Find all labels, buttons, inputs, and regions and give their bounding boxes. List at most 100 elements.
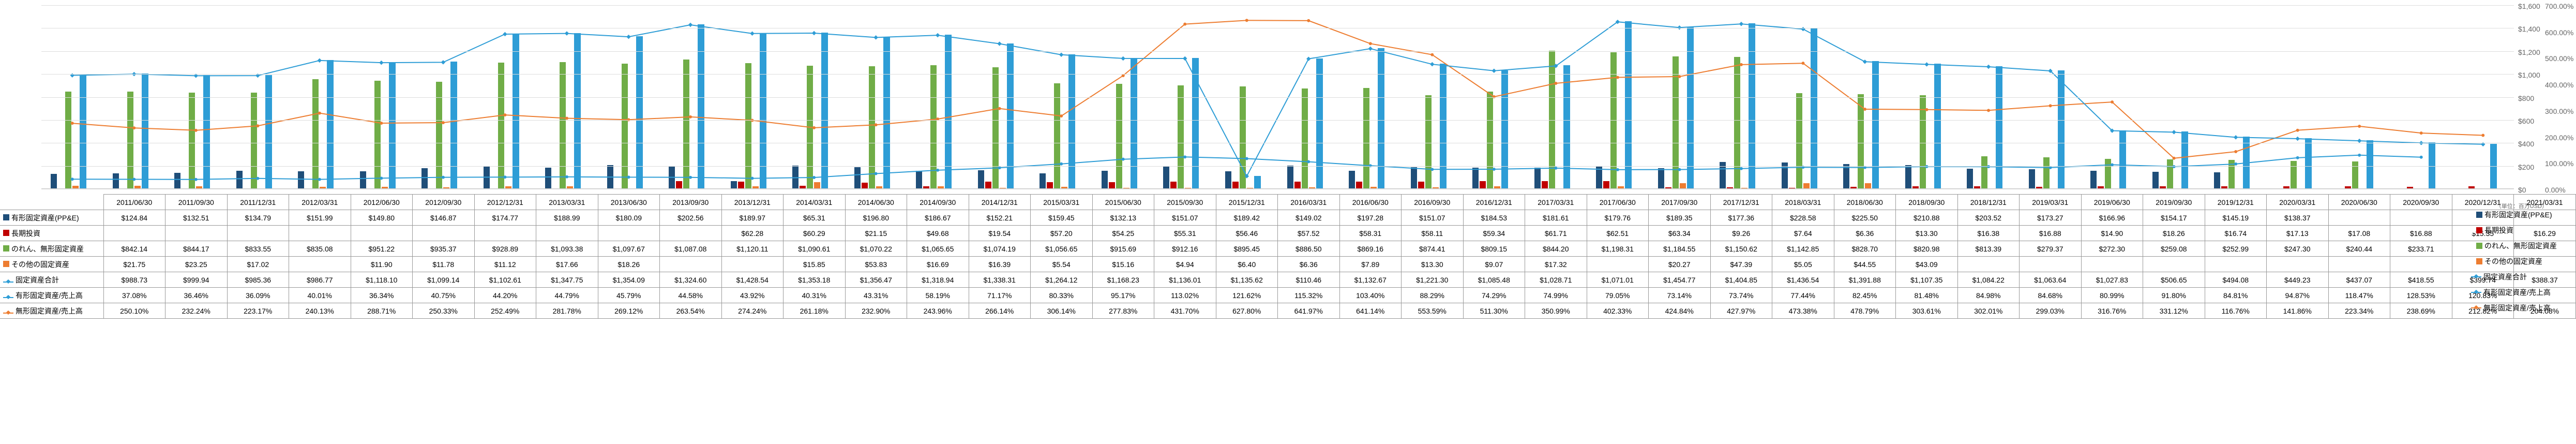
cell: $54.25: [1092, 226, 1154, 241]
cell: $1,142.85: [1772, 241, 1834, 257]
cell: $1,454.77: [1649, 272, 1711, 288]
y2-tick-label: 600.00%: [2545, 28, 2576, 37]
cell: 88.29%: [1402, 288, 1464, 303]
cell: $912.16: [1154, 241, 1216, 257]
col-header: 2018/03/31: [1772, 195, 1834, 210]
data-table: 2011/06/302011/09/302011/12/312012/03/31…: [0, 194, 2576, 444]
cell: 79.05%: [1587, 288, 1649, 303]
cell: $1,056.65: [1031, 241, 1093, 257]
cell: $1,065.65: [907, 241, 969, 257]
cell: $844.17: [165, 241, 228, 257]
cell: $1,356.47: [845, 272, 907, 288]
row-label: その他の固定資産: [0, 257, 103, 272]
cell: 331.12%: [2143, 303, 2205, 319]
legend-swatch: [2476, 212, 2482, 218]
cell: $19.54: [969, 226, 1031, 241]
cell: $14.90: [2081, 226, 2143, 241]
cell: 553.59%: [1402, 303, 1464, 319]
cell: 641.14%: [1339, 303, 1402, 319]
cell: 36.09%: [227, 288, 289, 303]
cell: $134.79: [227, 210, 289, 226]
cell: $1,318.94: [907, 272, 969, 288]
legend-label: 有形固定資産(PP&E): [2484, 210, 2552, 220]
row-label: 固定資産合計: [0, 272, 103, 288]
cell: $844.20: [1525, 241, 1587, 257]
cell: $895.45: [1216, 241, 1278, 257]
cell: 243.96%: [907, 303, 969, 319]
cell: [721, 257, 784, 272]
cell: 121.62%: [1216, 288, 1278, 303]
col-header: 2018/06/30: [1834, 195, 1896, 210]
cell: $259.08: [2143, 241, 2205, 257]
cell: $59.34: [1463, 226, 1525, 241]
cell: 44.20%: [474, 288, 536, 303]
legend-item: のれん、無形固定資産: [2470, 238, 2576, 254]
cell: $247.30: [2267, 241, 2329, 257]
line-total: [72, 22, 2483, 176]
cell: $188.99: [536, 210, 598, 226]
cell: 266.14%: [969, 303, 1031, 319]
cell: 240.13%: [289, 303, 351, 319]
cell: [165, 226, 228, 241]
cell: 84.81%: [2205, 288, 2267, 303]
cell: $58.11: [1402, 226, 1464, 241]
cell: $835.08: [289, 241, 351, 257]
cell: $181.61: [1525, 210, 1587, 226]
cell: 44.79%: [536, 288, 598, 303]
gridline: [41, 120, 2514, 121]
cell: 274.24%: [721, 303, 784, 319]
chart-container: $0$200$400$600$800$1,000$1,200$1,400$1,6…: [0, 0, 2576, 444]
cell: $179.76: [1587, 210, 1649, 226]
legend-item: その他の固定資産: [2470, 254, 2576, 269]
cell: $951.22: [351, 241, 413, 257]
cell: 91.80%: [2143, 288, 2205, 303]
cell: 250.33%: [413, 303, 475, 319]
col-header: 2012/06/30: [351, 195, 413, 210]
cell: 288.71%: [351, 303, 413, 319]
cell: $5.54: [1031, 257, 1093, 272]
cell: 80.99%: [2081, 288, 2143, 303]
cell: 40.31%: [784, 288, 846, 303]
cell: $869.16: [1339, 241, 1402, 257]
legend-item: 長期投資: [2470, 223, 2576, 238]
cell: $132.51: [165, 210, 228, 226]
cell: $1,391.88: [1834, 272, 1896, 288]
cell: 94.87%: [2267, 288, 2329, 303]
legend-swatch: [2476, 227, 2482, 233]
cell: 40.75%: [413, 288, 475, 303]
cell: $1,090.61: [784, 241, 846, 257]
cell: 84.68%: [2020, 288, 2082, 303]
cell: $110.46: [1278, 272, 1340, 288]
cell: 238.69%: [2390, 303, 2452, 319]
cell: $152.21: [969, 210, 1031, 226]
cell: $63.34: [1649, 226, 1711, 241]
cell: $228.58: [1772, 210, 1834, 226]
legend-swatch: [2476, 243, 2482, 249]
cell: $828.70: [1834, 241, 1896, 257]
cell: [660, 257, 722, 272]
cell: 36.46%: [165, 288, 228, 303]
col-header: 2019/06/30: [2081, 195, 2143, 210]
legend-swatch: .legend-swatch-line[style*='#ed7d31']::a…: [2471, 307, 2481, 308]
cell: $57.52: [1278, 226, 1340, 241]
cell: $1,168.23: [1092, 272, 1154, 288]
y1-tick-label: $1,200: [2518, 48, 2544, 56]
cell: 350.99%: [1525, 303, 1587, 319]
cell: 263.54%: [660, 303, 722, 319]
col-header: 2019/09/30: [2143, 195, 2205, 210]
cell: 269.12%: [598, 303, 660, 319]
cell: 250.10%: [103, 303, 165, 319]
cell: $813.39: [1957, 241, 2020, 257]
col-header: 2016/09/30: [1402, 195, 1464, 210]
cell: $166.96: [2081, 210, 2143, 226]
cell: $62.51: [1587, 226, 1649, 241]
cell: 281.78%: [536, 303, 598, 319]
cell: 223.17%: [227, 303, 289, 319]
cell: 74.29%: [1463, 288, 1525, 303]
col-header: 2020/09/30: [2390, 195, 2452, 210]
cell: $138.37: [2267, 210, 2329, 226]
cell: $1,070.22: [845, 241, 907, 257]
cell: $16.38: [1957, 226, 2020, 241]
cell: $177.36: [1710, 210, 1772, 226]
cell: $7.64: [1772, 226, 1834, 241]
